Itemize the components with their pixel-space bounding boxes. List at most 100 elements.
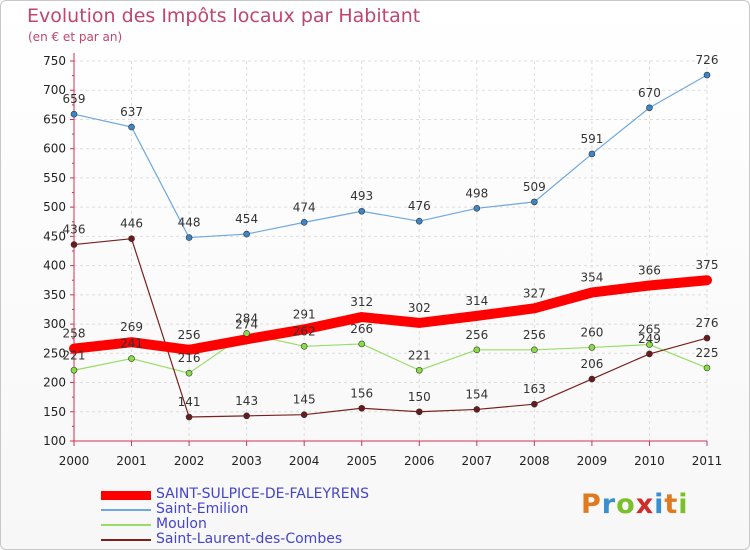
data-label: 262 (293, 324, 316, 338)
data-point (70, 366, 78, 374)
data-label: 206 (580, 357, 603, 371)
data-point (415, 366, 423, 374)
legend-label: Moulon (156, 516, 207, 532)
data-label: 221 (408, 348, 431, 362)
data-point (588, 150, 596, 158)
data-point (531, 346, 538, 354)
series-line (69, 275, 712, 355)
data-label: 256 (523, 328, 546, 342)
y-tick-label: 200 (43, 376, 66, 390)
data-label: 448 (178, 216, 201, 230)
data-label: 150 (408, 390, 431, 404)
data-point (703, 71, 711, 79)
data-label: 265 (638, 323, 661, 337)
data-point (703, 364, 711, 372)
legend-label: Saint-Laurent-des-Combes (156, 531, 343, 547)
data-points (70, 71, 711, 421)
data-point (646, 104, 653, 112)
x-tick-label: 2008 (519, 454, 550, 468)
data-label: 260 (580, 325, 603, 339)
y-tick-label: 600 (43, 142, 66, 156)
x-tick-label: 2000 (59, 454, 90, 468)
logo-letter: x (635, 489, 655, 520)
x-tick-label: 2004 (289, 454, 320, 468)
x-tick-label: 2002 (174, 454, 205, 468)
series-line (73, 332, 708, 374)
grid (73, 60, 708, 442)
data-label: 436 (63, 223, 86, 237)
legend-swatch (101, 524, 151, 526)
data-point (646, 341, 653, 348)
data-point (703, 334, 711, 342)
data-label: 670 (638, 86, 661, 100)
data-point (185, 413, 193, 421)
legend-label: SAINT-SULPICE-DE-FALEYRENS (156, 486, 369, 502)
x-tick-label: 2005 (346, 454, 377, 468)
data-label: 276 (696, 316, 719, 330)
series-lines (69, 74, 712, 418)
legend-swatch (101, 539, 151, 541)
data-label: 284 (235, 311, 258, 325)
logo-letter: P (581, 489, 602, 520)
data-point (358, 207, 366, 215)
data-label: 327 (523, 286, 546, 300)
data-label: 314 (465, 294, 488, 308)
proxiti-logo: Proxiti (581, 489, 689, 520)
chart-title: Evolution des Impôts locaux par Habitant (27, 5, 421, 27)
y-tick-label: 150 (43, 405, 66, 419)
data-point (128, 235, 135, 243)
data-point (128, 355, 135, 362)
data-point (185, 234, 193, 241)
data-point (243, 412, 250, 420)
data-point (243, 230, 250, 238)
data-point (185, 369, 193, 377)
logo-letter: i (678, 489, 689, 520)
data-point (531, 400, 538, 408)
x-tick-label: 2011 (692, 454, 723, 468)
x-tick-label: 2006 (404, 454, 435, 468)
data-label: 291 (293, 307, 316, 321)
y-tick-label: 750 (43, 54, 66, 68)
data-label: 221 (63, 348, 86, 362)
x-tick-label: 2010 (634, 454, 665, 468)
y-tick-label: 450 (43, 229, 66, 243)
logo-letter: r (601, 489, 617, 520)
y-tick-label: 550 (43, 171, 66, 185)
series-line (73, 74, 708, 239)
data-label: 726 (696, 53, 719, 67)
data-label: 256 (178, 328, 201, 342)
data-label: 269 (120, 320, 143, 334)
logo-letter: t (664, 489, 679, 520)
y-tick-label: 350 (43, 288, 66, 302)
data-label: 366 (638, 263, 661, 277)
data-label: 145 (293, 393, 316, 407)
legend-swatch (101, 490, 151, 500)
data-label: 302 (408, 301, 431, 315)
axes: 100 150 200 250 300 350 400 450 500 550 600 650 700 7… (43, 53, 722, 468)
x-tick-label: 2003 (231, 454, 262, 468)
y-tick-label: 400 (43, 259, 66, 273)
data-point (358, 340, 366, 348)
logo-letter: i (654, 489, 665, 520)
data-label: 258 (63, 327, 86, 341)
data-label: 266 (350, 322, 373, 336)
data-label: 591 (580, 132, 603, 146)
x-tick-label: 2009 (577, 454, 608, 468)
data-point (588, 375, 596, 383)
data-label: 156 (350, 386, 373, 400)
data-point (128, 123, 135, 131)
data-label: 163 (523, 382, 546, 396)
data-point (531, 198, 538, 206)
data-label: 274 (235, 317, 258, 331)
data-label: 154 (465, 387, 488, 401)
chart-subtitle: (en € et par an) (28, 30, 123, 44)
data-point (473, 205, 481, 212)
y-tick-label: 700 (43, 83, 66, 97)
data-label: 509 (523, 180, 546, 194)
data-label: 141 (178, 395, 201, 409)
data-point (473, 406, 481, 413)
data-label: 354 (580, 271, 603, 285)
data-labels: 258 269 256 274 291 312 302 314 327 354 366 375 659 6… (63, 53, 719, 409)
